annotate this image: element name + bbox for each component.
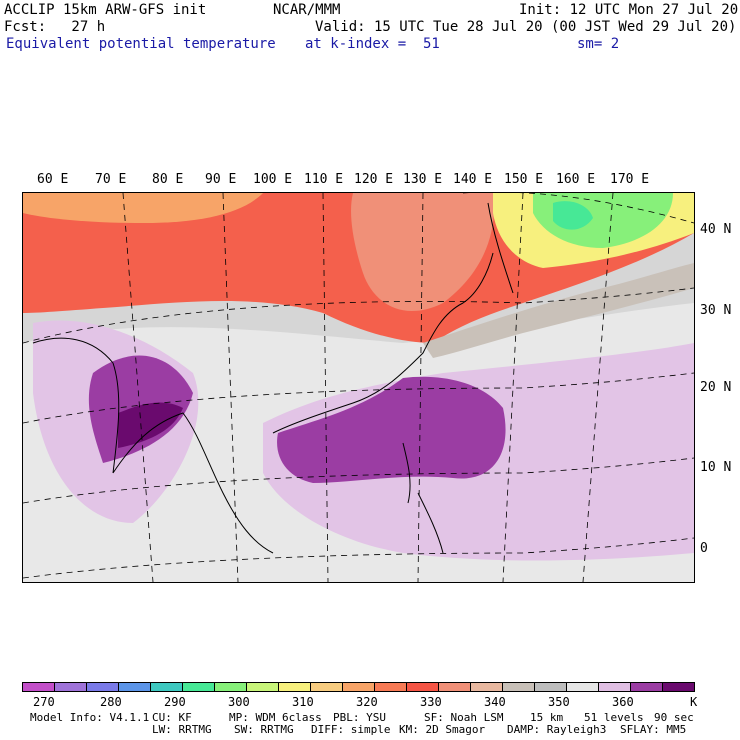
colorbar-swatch <box>535 683 567 691</box>
colorbar-swatch <box>279 683 311 691</box>
colorbar-label: 320 <box>356 695 378 709</box>
footer-damp: DAMP: Rayleigh3 <box>507 723 607 736</box>
colorbar-label: 290 <box>164 695 186 709</box>
coastline <box>32 252 494 554</box>
lat-label: 10 N <box>700 460 732 475</box>
institution-label: NCAR/MMM <box>273 2 341 18</box>
colorbar-swatch <box>407 683 439 691</box>
colorbar-swatch <box>87 683 119 691</box>
smoothing-label: sm= 2 <box>577 36 620 52</box>
colorbar-swatch <box>599 683 631 691</box>
lon-label: 120 E <box>354 172 394 187</box>
colorbar-label: 360 <box>612 695 634 709</box>
colorbar-label: 340 <box>484 695 506 709</box>
japan-coastline <box>487 202 514 294</box>
lon-label: 100 E <box>253 172 293 187</box>
footer-levels: 51 levels <box>584 711 644 724</box>
lon-label: 140 E <box>453 172 493 187</box>
footer-sf: SF: Noah LSM <box>424 711 504 724</box>
footer-km: KM: 2D Smagor <box>399 723 486 736</box>
south-china-sea-core <box>277 376 506 483</box>
grey-transition-band <box>423 263 694 358</box>
bay-of-bengal-core <box>118 402 183 448</box>
philippines-coastline <box>402 442 444 554</box>
colorbar-swatch <box>503 683 535 691</box>
colorbar-unit: K <box>690 695 698 709</box>
lat-label: 0 <box>700 541 708 556</box>
colorbar-swatch <box>439 683 471 691</box>
colorbar-swatch <box>55 683 87 691</box>
valid-time: Valid: 15 UTC Tue 28 Jul 20 (00 JST Wed … <box>315 19 737 35</box>
theta-e-map <box>22 192 695 583</box>
colorbar-swatch <box>567 683 599 691</box>
colorbar-swatch <box>663 683 694 691</box>
lon-label: 130 E <box>403 172 443 187</box>
colorbar-swatch <box>247 683 279 691</box>
lon-label: 160 E <box>556 172 596 187</box>
graticule <box>23 193 694 582</box>
footer-cu: CU: KF <box>152 711 192 724</box>
footer-sflay: SFLAY: MM5 <box>620 723 687 736</box>
lon-label: 70 E <box>95 172 127 187</box>
footer-resolution: 15 km <box>530 711 564 724</box>
colorbar-swatch <box>375 683 407 691</box>
footer-mp: MP: WDM 6class <box>229 711 322 724</box>
colorbar-swatch <box>215 683 247 691</box>
colorbar-swatch <box>119 683 151 691</box>
colorbar-label: 270 <box>33 695 55 709</box>
footer-timestep: 90 sec <box>654 711 694 724</box>
field-name: Equivalent potential temperature <box>6 36 276 52</box>
lon-label: 90 E <box>205 172 237 187</box>
lon-label: 170 E <box>610 172 650 187</box>
model-title: ACCLIP 15km ARW-GFS init <box>4 2 207 18</box>
colorbar <box>22 682 695 692</box>
lat-label: 30 N <box>700 303 732 318</box>
footer-diff: DIFF: simple <box>311 723 391 736</box>
colorbar-label: 310 <box>292 695 314 709</box>
init-time: Init: 12 UTC Mon 27 Jul 20 <box>519 2 739 18</box>
footer-model-info: Model Info: V4.1.1 <box>30 711 150 724</box>
northeast-cold-core <box>553 201 593 230</box>
colorbar-label: 280 <box>100 695 122 709</box>
lon-label: 150 E <box>504 172 544 187</box>
forecast-hour: Fcst: 27 h <box>4 19 106 35</box>
colorbar-swatch <box>311 683 343 691</box>
lat-label: 40 N <box>700 222 732 237</box>
map-canvas <box>23 193 694 582</box>
northwest-orange-area <box>23 193 263 223</box>
lat-label: 20 N <box>700 380 732 395</box>
colorbar-label: 350 <box>548 695 570 709</box>
colorbar-swatch <box>151 683 183 691</box>
lon-label: 110 E <box>304 172 344 187</box>
colorbar-swatch <box>343 683 375 691</box>
footer-lw: LW: RRTMG <box>152 723 212 736</box>
k-index-label: at k-index = 51 <box>305 36 440 52</box>
footer-pbl: PBL: YSU <box>333 711 386 724</box>
colorbar-label: 330 <box>420 695 442 709</box>
colorbar-swatch <box>471 683 503 691</box>
colorbar-swatch <box>23 683 55 691</box>
colorbar-swatch <box>183 683 215 691</box>
footer-sw: SW: RRTMG <box>234 723 294 736</box>
colorbar-swatch <box>631 683 663 691</box>
colorbar-label: 300 <box>228 695 250 709</box>
lon-label: 80 E <box>152 172 184 187</box>
lon-label: 60 E <box>37 172 69 187</box>
